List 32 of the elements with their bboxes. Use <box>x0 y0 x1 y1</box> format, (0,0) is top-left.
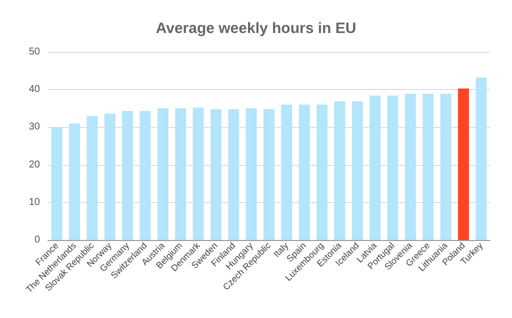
bar <box>69 123 80 240</box>
bar <box>404 94 416 240</box>
bar <box>440 94 452 240</box>
bar <box>316 104 328 240</box>
bar <box>422 94 434 240</box>
y-tick-label: 0 <box>34 234 40 246</box>
bar <box>86 116 98 240</box>
chart-title: Average weekly hours in EU <box>156 20 356 37</box>
bar <box>352 101 363 240</box>
bar <box>210 109 222 240</box>
bar <box>334 101 346 240</box>
bar <box>228 109 240 240</box>
bar <box>281 104 292 240</box>
y-tick-label: 10 <box>28 196 40 208</box>
bar <box>458 88 469 240</box>
bar <box>51 127 62 240</box>
y-tick-label: 30 <box>28 122 40 133</box>
bar <box>476 78 487 240</box>
y-tick-label: 40 <box>28 84 40 96</box>
bar <box>122 111 134 240</box>
bar <box>370 96 381 240</box>
bar <box>298 104 310 240</box>
y-tick-label: 50 <box>28 46 40 58</box>
bar <box>140 111 151 240</box>
bar <box>104 114 116 240</box>
y-tick-label: 20 <box>28 159 40 170</box>
bar <box>387 96 398 240</box>
bar <box>157 108 168 240</box>
bar <box>264 109 274 240</box>
bar <box>175 108 186 240</box>
bar <box>246 108 257 240</box>
bar <box>192 108 204 240</box>
